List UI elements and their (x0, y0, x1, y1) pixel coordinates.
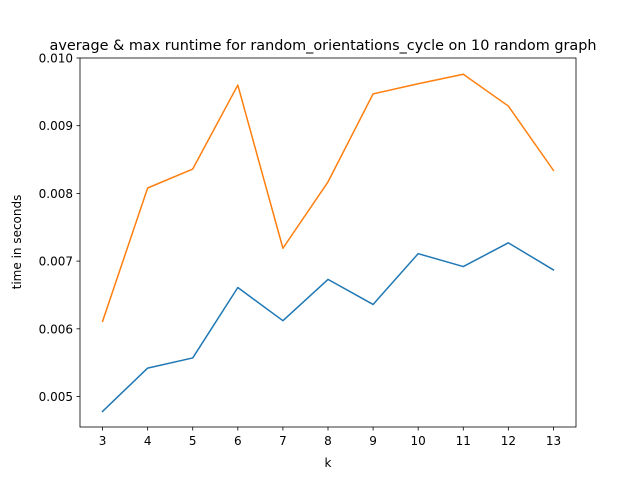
plot-frame (79, 57, 577, 428)
y-tick-label: 0.006 (39, 322, 73, 336)
x-tick-label: 13 (546, 434, 561, 448)
x-tick-label: 11 (456, 434, 471, 448)
y-tick-label: 0.005 (39, 390, 73, 404)
x-tick-label: 6 (234, 434, 242, 448)
series-layer (101, 73, 555, 413)
y-axis-label: time in seconds (10, 195, 24, 290)
y-tick-label: 0.008 (39, 187, 73, 201)
series-line-1 (101, 242, 555, 413)
x-tick-label: 10 (411, 434, 426, 448)
y-tick-label: 0.007 (39, 255, 73, 269)
x-tick-label: 7 (279, 434, 287, 448)
x-tick-label: 3 (99, 434, 107, 448)
x-tick-label: 9 (369, 434, 377, 448)
y-tick-label: 0.010 (39, 52, 73, 66)
chart-title: average & max runtime for random_orienta… (50, 38, 597, 54)
x-axis-ticks: 3 4 5 6 7 8 9 10 11 12 13 (99, 427, 561, 448)
x-tick-label: 4 (144, 434, 152, 448)
y-axis-ticks: 0.005 0.006 0.007 0.008 0.009 0.010 (39, 52, 80, 404)
x-tick-label: 12 (501, 434, 516, 448)
x-axis-label: k (325, 456, 332, 470)
plot-area (80, 58, 576, 427)
series-line-2 (101, 73, 555, 323)
x-tick-label: 8 (324, 434, 332, 448)
x-tick-label: 5 (189, 434, 197, 448)
y-tick-label: 0.009 (39, 119, 73, 133)
